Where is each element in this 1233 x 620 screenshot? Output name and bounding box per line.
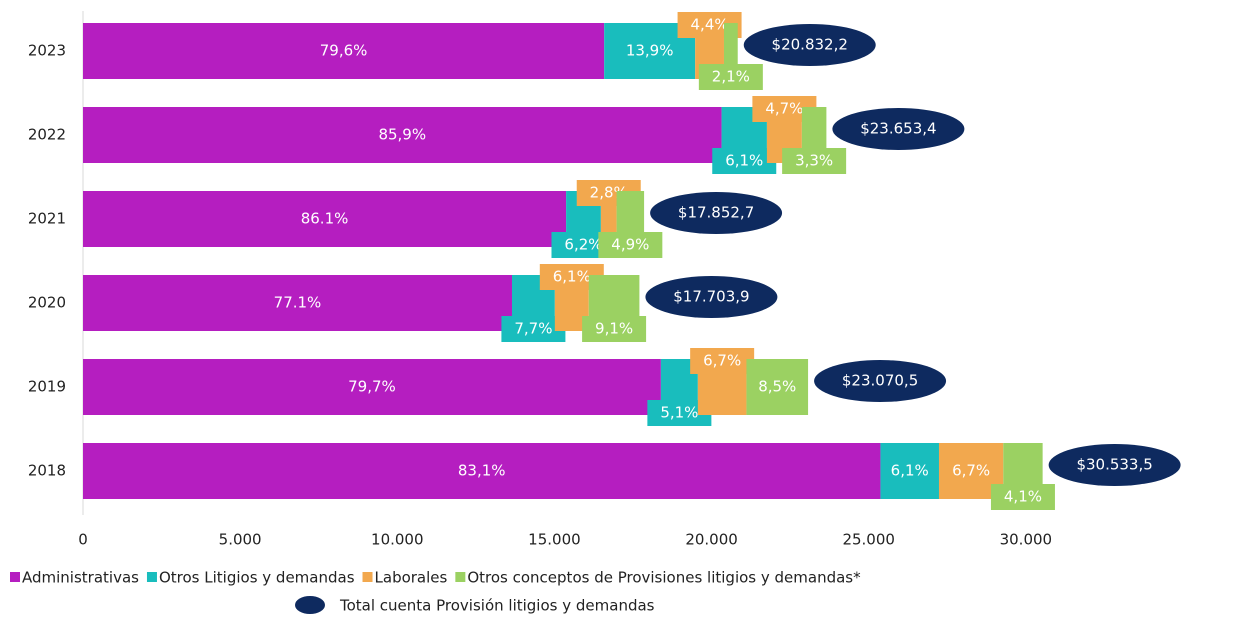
total-marker: [832, 108, 965, 150]
data-label: 85,9%: [378, 126, 426, 144]
x-tick-label: 10.000: [371, 531, 424, 549]
bar-segment: [83, 443, 881, 499]
data-label: 6,7%: [952, 462, 990, 480]
bar-segment: [83, 359, 661, 415]
total-marker: [743, 24, 876, 66]
legend-label: Otros conceptos de Provisiones litigios …: [467, 569, 861, 587]
data-label: 3,3%: [795, 152, 833, 170]
data-label-box: [782, 148, 847, 174]
bar-segment: [83, 107, 722, 163]
y-tick-label: 2021: [28, 210, 66, 228]
legend-swatch: [10, 572, 20, 582]
legend-label: Total cuenta Provisión litigios y demand…: [339, 597, 655, 615]
bar-segment: [746, 359, 809, 415]
data-label-box: [990, 484, 1055, 510]
data-label-box: [501, 316, 566, 342]
y-tick-label: 2019: [28, 378, 66, 396]
x-tick-label: 15.000: [528, 531, 581, 549]
total-label: $17.852,7: [678, 204, 754, 222]
legend-label: Otros Litigios y demandas: [159, 569, 355, 587]
total-marker: [814, 360, 947, 402]
x-tick-label: 25.000: [842, 531, 895, 549]
legend-label: Laborales: [375, 569, 448, 587]
bar-segment: [83, 191, 567, 247]
data-label: 6,1%: [891, 462, 929, 480]
x-tick-label: 30.000: [1000, 531, 1053, 549]
data-label: 8,5%: [758, 378, 796, 396]
data-label-box: [712, 148, 777, 174]
data-label: 4,1%: [1004, 488, 1042, 506]
data-label: 6,1%: [553, 268, 591, 286]
data-label: 4,4%: [691, 16, 729, 34]
data-label: 6,1%: [725, 152, 763, 170]
data-label: 83,1%: [458, 462, 506, 480]
y-tick-label: 2020: [28, 294, 66, 312]
data-label: 79,6%: [320, 42, 368, 60]
legend-label: Administrativas: [22, 569, 139, 587]
data-label: 4,7%: [765, 100, 803, 118]
data-label: 5,1%: [660, 404, 698, 422]
total-label: $23.070,5: [842, 372, 918, 390]
total-label: $20.832,2: [772, 36, 848, 54]
total-marker: [645, 276, 778, 318]
y-tick-label: 2023: [28, 42, 66, 60]
x-tick-label: 5.000: [219, 531, 262, 549]
data-label: 9,1%: [595, 320, 633, 338]
data-label: 6,2%: [564, 236, 602, 254]
x-tick-label: 0: [78, 531, 88, 549]
data-label: 2,1%: [712, 68, 750, 86]
legend-swatch: [362, 572, 373, 582]
data-label: 86.1%: [301, 210, 349, 228]
data-label: 6,7%: [703, 352, 741, 370]
total-marker: [650, 192, 783, 234]
y-tick-label: 2018: [28, 462, 66, 480]
data-label-box: [598, 232, 663, 258]
legend-swatch: [295, 596, 325, 614]
total-label: $17.703,9: [673, 288, 749, 306]
data-label-box: [582, 316, 647, 342]
total-label: $23.653,4: [860, 120, 936, 138]
bar-segment: [83, 275, 512, 331]
bar-segment: [83, 23, 605, 79]
total-marker: [1048, 444, 1181, 486]
x-tick-label: 20.000: [685, 531, 738, 549]
legend-swatch: [146, 572, 157, 582]
data-label: 77.1%: [274, 294, 322, 312]
data-label: 4,9%: [611, 236, 649, 254]
data-label-box: [698, 64, 763, 90]
bar-segment: [880, 443, 939, 499]
data-label-box: [690, 348, 755, 374]
legend-swatch: [455, 572, 466, 582]
total-label: $30.533,5: [1076, 456, 1152, 474]
data-label: 13,9%: [626, 42, 674, 60]
y-tick-label: 2022: [28, 126, 66, 144]
data-label: 7,7%: [514, 320, 552, 338]
data-label: 79,7%: [348, 378, 396, 396]
